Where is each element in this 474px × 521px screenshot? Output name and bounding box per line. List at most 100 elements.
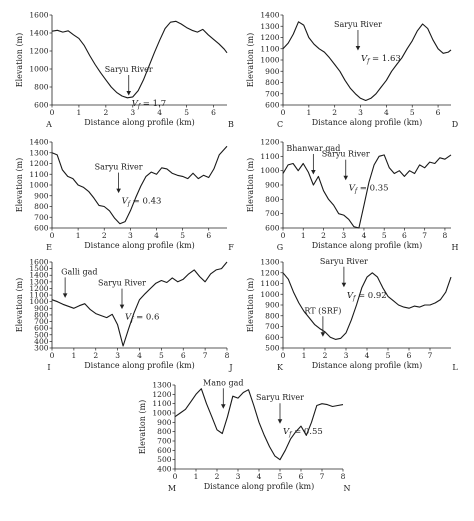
y-tick-label: 1200 [152,390,171,399]
y-tick-label: 500 [157,455,172,464]
y-tick-label: 1000 [29,181,48,190]
y-tick-label: 900 [265,301,280,310]
y-tick-label: 1100 [260,44,279,53]
vf-symbol: V [283,427,290,437]
x-tick-label: 1 [76,231,81,240]
annotation-arrow-head [343,175,349,181]
y-tick-label: 700 [265,322,280,331]
x-tick-label: 5 [180,231,185,240]
x-tick-label: 5 [382,231,387,240]
y-tick-label: 1200 [29,159,48,168]
y-axis-label: Elevation (m) [246,278,255,333]
annotation-label: Saryu River [320,257,368,266]
y-tick-label: 900 [265,67,280,76]
y-tick-label: 800 [34,83,49,92]
profile-chart-c: 600 700 800 900 1000 1100 1200 1300 1400 0 1 2 3 4 5 6 E… [246,11,458,130]
valley-floor-ratio-label: Vf = 0.35 [349,184,389,195]
x-tick-label: 8 [443,231,448,240]
x-tick-label: 6 [299,472,304,481]
corner-label-right: H [452,243,459,252]
x-tick-label: 4 [384,108,389,117]
y-axis-label: Elevation (m) [246,33,255,88]
y-tick-label: 600 [157,446,172,455]
x-tick-label: 6 [436,108,441,117]
x-tick-label: 7 [428,351,433,360]
x-axis-label: Distance along profile (km) [84,118,195,127]
y-tick-label: 600 [265,224,280,233]
x-tick-label: 1 [306,108,311,117]
vf-value: = 0.35 [357,184,388,194]
profile-line [282,272,452,340]
x-axis-label: Distance along profile (km) [204,482,315,491]
y-tick-label: 600 [265,101,280,110]
vf-subscript: f [288,431,293,438]
vf-subscript: f [137,103,142,110]
annotation-label: Saryu River [334,20,382,29]
x-tick-label: 0 [281,108,286,117]
x-tick-label: 0 [50,108,55,117]
x-tick-label: 3 [130,108,135,117]
x-tick-label: 2 [215,472,220,481]
annotation-arrow-head [119,304,125,310]
x-axis-label: Distance along profile (km) [312,241,423,250]
vf-subscript: f [354,188,359,195]
x-tick-label: 2 [93,351,98,360]
y-tick-label: 1000 [260,290,279,299]
x-tick-label: 0 [50,351,55,360]
y-tick-label: 1300 [152,381,171,390]
corner-label-right: J [228,363,232,372]
corner-label-right: L [452,363,458,372]
y-tick-label: 500 [34,330,49,339]
corner-label-right: D [452,120,458,129]
x-tick-label: 7 [203,351,208,360]
x-tick-label: 3 [115,351,120,360]
y-tick-label: 900 [34,304,49,313]
valley-floor-ratio-label: Vf = 0.6 [125,313,159,324]
annotation-label: RT (SRF) [304,306,341,315]
x-tick-label: 3 [341,231,346,240]
annotation-arrow-head [62,293,68,298]
annotation-arrow-head [311,169,316,175]
y-tick-label: 800 [265,195,280,204]
vf-symbol: V [349,184,356,194]
profile-line [51,20,228,99]
x-axis-label: Distance along profile (km) [312,118,423,127]
x-tick-label: 7 [422,231,427,240]
vf-subscript: f [352,295,357,302]
x-tick-label: 1 [301,231,306,240]
x-tick-label: 2 [102,231,107,240]
x-tick-label: 1 [71,351,76,360]
vf-symbol: V [347,291,354,301]
profile-line [282,154,452,229]
vf-value: = 0.92 [355,291,386,301]
x-tick-label: 6 [211,108,216,117]
y-tick-label: 1200 [260,138,279,147]
profile-chart-g: 600 700 800 900 1000 1100 1200 0 1 2 3 4 5 6 7 8 Elevati… [246,138,459,253]
y-axis-label: Elevation (m) [15,33,24,88]
vf-symbol: V [132,99,139,109]
annotation-label: Bhanwar gad [286,144,340,153]
x-tick-label: 4 [362,231,367,240]
x-tick-label: 2 [321,231,326,240]
y-tick-label: 1400 [260,11,279,20]
x-tick-label: 1 [77,108,82,117]
x-tick-label: 7 [320,472,325,481]
annotation-arrow-head [355,46,361,51]
valley-floor-ratio-label: Vf = 1.7 [132,99,166,110]
y-tick-label: 800 [157,427,172,436]
x-tick-label: 4 [157,108,162,117]
x-tick-label: 4 [257,472,262,481]
corner-label-left: I [47,363,50,372]
annotation-label: Saryu River [95,163,143,172]
y-tick-label: 1200 [260,268,279,277]
profile-chart-i: 3004005006007008009001000110012001300140… [15,258,233,373]
x-tick-label: 6 [206,231,211,240]
y-tick-label: 1100 [29,291,48,300]
annotation-arrow-head [320,332,326,337]
corner-label-left: A [45,120,52,129]
y-tick-label: 1000 [29,65,48,74]
